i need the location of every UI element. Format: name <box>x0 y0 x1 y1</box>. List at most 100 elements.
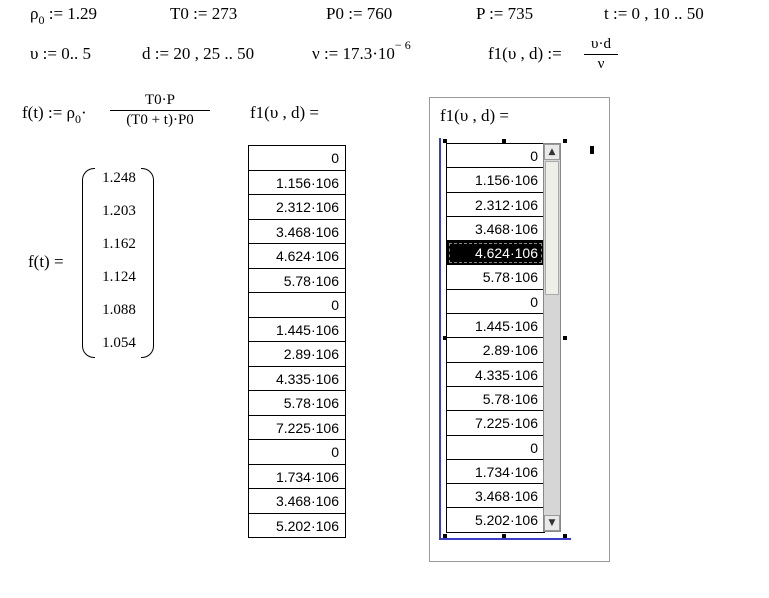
cursor-marker <box>590 146 594 154</box>
upsilon-range: 0.. 5 <box>61 44 91 63</box>
table-cell[interactable]: 5.78·106 <box>249 391 345 416</box>
f1-result-table[interactable]: 0 1.156·106 2.312·106 3.468·106 4.624·106 5.7… <box>248 145 346 538</box>
def-f1[interactable]: f1(υ , d) := <box>488 44 562 64</box>
f1-denominator: ν <box>597 56 605 72</box>
d-label: d <box>142 44 151 63</box>
P0-value: 760 <box>366 4 393 23</box>
resize-handle[interactable] <box>563 139 567 143</box>
nu-exponent: − 6 <box>394 38 411 52</box>
ft-numerator: T0·P <box>145 92 175 108</box>
resize-handle[interactable] <box>502 534 506 538</box>
table-cell[interactable]: 0 <box>249 146 345 171</box>
table-cell[interactable]: 5.78·106 <box>447 265 544 290</box>
ft-fraction: T0·P (T0 + t)·P0 <box>110 92 210 129</box>
def-ft[interactable]: f(t) := ρ0· <box>22 103 87 126</box>
vector-value: 1.203 <box>102 203 136 219</box>
table-cell[interactable]: 1.156·106 <box>249 171 345 195</box>
ft-lhs: f(t) <box>22 103 44 122</box>
table-cell[interactable]: 0 <box>447 144 544 169</box>
def-P0[interactable]: P0 := 760 <box>326 4 392 24</box>
def-t[interactable]: t := 0 , 10 .. 50 <box>604 4 704 24</box>
scroll-panel-label: f1(υ , d) = <box>440 106 509 125</box>
t-range: 0 , 10 .. 50 <box>631 4 704 23</box>
table-cell[interactable]: 1.734·106 <box>249 465 345 489</box>
vector-value: 1.088 <box>102 302 136 318</box>
nu-value: 17.3·10 <box>342 44 395 63</box>
scroll-thumb[interactable] <box>545 161 559 295</box>
def-rho0[interactable]: ρ0 := 1.29 <box>30 4 98 27</box>
table-cell[interactable]: 2.89·106 <box>249 342 345 367</box>
upsilon-label: υ <box>30 44 39 63</box>
ft-result-vector[interactable]: 1.248 1.203 1.162 1.124 1.088 1.054 <box>82 168 154 358</box>
table-cell[interactable]: 2.312·106 <box>249 195 345 220</box>
rho-symbol: ρ <box>30 4 39 23</box>
table-cell[interactable]: 4.335·106 <box>249 367 345 391</box>
f1-table-label: f1(υ , d) = <box>250 103 319 122</box>
table-cell[interactable]: 0 <box>447 290 544 315</box>
table-cell[interactable]: 5.202·106 <box>447 508 544 533</box>
scroll-down-button[interactable]: ▼ <box>544 515 560 531</box>
mult-dot: · <box>81 103 87 122</box>
resize-handle[interactable] <box>563 336 567 340</box>
table-cell[interactable]: 5.78·106 <box>249 269 345 293</box>
rho-symbol: ρ <box>66 103 76 122</box>
def-d[interactable]: d := 20 , 25 .. 50 <box>142 44 254 64</box>
table-cell-selected[interactable]: 4.624·106 <box>447 241 544 266</box>
P0-label: P0 <box>326 4 344 23</box>
left-paren <box>82 168 95 358</box>
table-cell[interactable]: 1.445·106 <box>447 314 544 339</box>
table-cell[interactable]: 7.225·106 <box>447 411 544 436</box>
table-cell[interactable]: 4.335·106 <box>447 363 544 387</box>
rho-subscript: 0 <box>38 13 45 27</box>
assign-op: := <box>323 44 339 63</box>
f1-numerator: υ·d <box>591 36 611 52</box>
scroll-up-button[interactable]: ▲ <box>544 144 560 160</box>
table-cell[interactable]: 5.202·106 <box>249 514 345 538</box>
rho-subscript: 0 <box>75 112 82 126</box>
f1-scroll-table[interactable]: 0 1.156·106 2.312·106 3.468·106 4.624·106 5.7… <box>446 143 545 533</box>
resize-handle[interactable] <box>443 139 447 143</box>
table-cell[interactable]: 3.468·106 <box>447 484 544 509</box>
resize-handle[interactable] <box>563 534 567 538</box>
ft-result-label: f(t) = <box>28 252 64 271</box>
table-cell[interactable]: 2.312·106 <box>447 193 544 217</box>
resize-handle[interactable] <box>443 534 447 538</box>
table-cell[interactable]: 3.468·106 <box>249 489 345 514</box>
rho0-value: 1.29 <box>67 4 98 23</box>
table-cell[interactable]: 1.445·106 <box>249 318 345 342</box>
resize-handle[interactable] <box>443 336 447 340</box>
vector-value: 1.162 <box>102 236 136 252</box>
table-cell[interactable]: 4.624·106 <box>249 244 345 269</box>
def-upsilon[interactable]: υ := 0.. 5 <box>30 44 91 64</box>
table-cell[interactable]: 5.78·106 <box>447 387 544 412</box>
T0-label: T0 <box>170 4 189 23</box>
fraction-bar <box>584 54 618 55</box>
vector-value: 1.054 <box>102 335 136 351</box>
ft-denominator: (T0 + t)·P0 <box>126 112 194 128</box>
table-cell[interactable]: 3.468·106 <box>447 217 544 242</box>
selection-guide-bottom <box>439 538 571 540</box>
right-paren <box>141 168 154 358</box>
def-P[interactable]: P := 735 <box>476 4 533 24</box>
table-cell[interactable]: 1.734·106 <box>447 460 544 485</box>
table-cell[interactable]: 3.468·106 <box>249 220 345 244</box>
selection-guide-left <box>439 138 441 540</box>
table-cell[interactable]: 2.89·106 <box>447 338 544 363</box>
assign-op: := <box>612 4 628 23</box>
table-cell[interactable]: 7.225·106 <box>249 416 345 440</box>
table-cell[interactable]: 0 <box>447 436 544 460</box>
P-value: 735 <box>507 4 534 23</box>
f1-fraction: υ·d ν <box>584 36 618 73</box>
T0-value: 273 <box>211 4 238 23</box>
table-cell[interactable]: 0 <box>249 293 345 318</box>
resize-handle[interactable] <box>502 139 506 143</box>
assign-op: := <box>489 4 504 23</box>
assign-op: := <box>154 44 170 63</box>
vertical-scrollbar[interactable]: ▲ ▼ <box>543 143 561 532</box>
scroll-result-panel[interactable] <box>429 97 610 562</box>
table-cell[interactable]: 1.156·106 <box>447 168 544 193</box>
def-nu[interactable]: ν := 17.3·10− 6 <box>312 38 411 64</box>
def-T0[interactable]: T0 := 273 <box>170 4 237 24</box>
assign-op: := <box>48 4 64 23</box>
table-cell[interactable]: 0 <box>249 440 345 465</box>
